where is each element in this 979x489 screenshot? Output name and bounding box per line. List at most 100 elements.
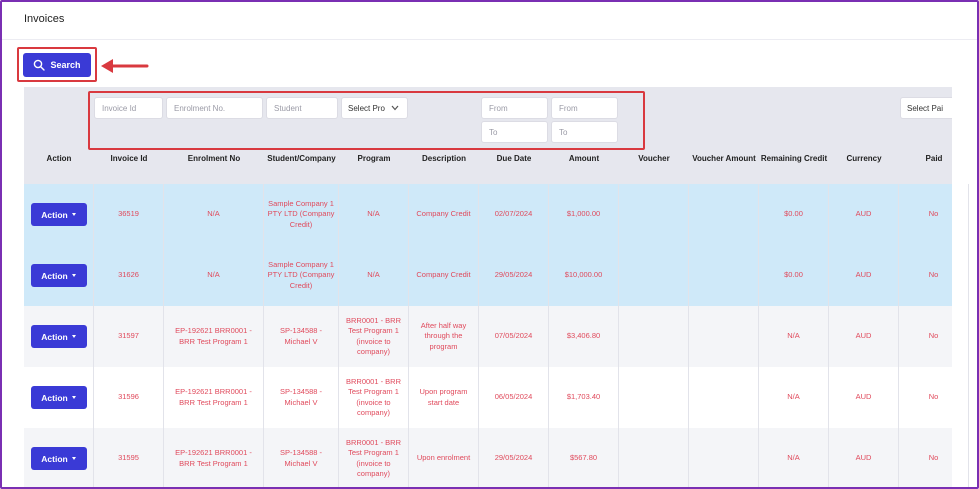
action-dropdown-button[interactable]: Action: [30, 203, 87, 226]
page-title: Invoices: [24, 13, 65, 25]
paid-cell: No: [899, 245, 969, 306]
student-filter[interactable]: Student: [266, 97, 338, 119]
action-dropdown-button[interactable]: Action: [30, 447, 87, 470]
action-cell: Action: [24, 367, 94, 428]
description-cell: Upon enrolment: [409, 428, 479, 489]
student-company-cell: Sample Company 1 PTY LTD (Company Credit…: [264, 245, 339, 306]
remaining-credit-cell: N/A: [759, 428, 829, 489]
column-header-paid: Paid: [925, 154, 943, 163]
invoice-id-cell: 36519: [94, 184, 164, 245]
enrolment-no-cell: N/A: [164, 184, 264, 245]
table-row: Action 31595 EP-192621 BRR0001 - BRR Test …: [24, 428, 969, 489]
due-date-cell: 29/05/2024: [479, 428, 549, 489]
pointer-arrow-icon: [101, 59, 149, 73]
currency-cell: AUD: [829, 428, 899, 489]
program-cell: BRR0001 - BRR Test Program 1 (invoice to…: [339, 367, 409, 428]
action-dropdown-button[interactable]: Action: [30, 386, 87, 409]
invoice-id-cell: 31626: [94, 245, 164, 306]
voucher-amount-cell: [689, 245, 759, 306]
action-cell: Action: [24, 245, 94, 306]
voucher-amount-cell: [689, 306, 759, 367]
invoice-id-cell: 31597: [94, 306, 164, 367]
action-dropdown-button[interactable]: Action: [30, 325, 87, 348]
remaining-credit-cell: $0.00: [759, 184, 829, 245]
invoice-id-cell: 31596: [94, 367, 164, 428]
table-row: Action 31626 N/A Sample Company 1 PTY LTD (…: [24, 245, 969, 306]
chevron-down-icon: [391, 105, 399, 111]
action-button-label: Action: [41, 209, 68, 220]
action-cell: Action: [24, 306, 94, 367]
column-header-remaining-credit: Remaining Credit: [760, 154, 828, 163]
amount-from-filter[interactable]: From: [551, 97, 618, 119]
enrolment-no-cell: EP-192621 BRR0001 - BRR Test Program 1: [164, 428, 264, 489]
search-highlight-box: [17, 47, 97, 82]
action-button-label: Action: [41, 270, 68, 281]
column-header-currency: Currency: [846, 154, 882, 163]
filters-highlight-box: [88, 91, 645, 150]
invoice-id-filter[interactable]: Invoice Id: [94, 97, 163, 119]
student-company-cell: SP-134588 - Michael V: [264, 306, 339, 367]
column-header-due-date: Due Date: [496, 154, 532, 163]
currency-cell: AUD: [829, 367, 899, 428]
table-row: Action 31596 EP-192621 BRR0001 - BRR Test …: [24, 367, 969, 428]
action-button-label: Action: [41, 392, 68, 403]
action-cell: Action: [24, 428, 94, 489]
search-button-label: Search: [50, 60, 81, 70]
paid-cell: No: [899, 367, 969, 428]
program-cell: BRR0001 - BRR Test Program 1 (invoice to…: [339, 306, 409, 367]
program-cell: N/A: [339, 245, 409, 306]
paid-select[interactable]: Select Pai: [900, 97, 952, 119]
action-dropdown-button[interactable]: Action: [30, 264, 87, 287]
due-date-cell: 29/05/2024: [479, 245, 549, 306]
currency-cell: AUD: [829, 184, 899, 245]
student-company-cell: SP-134588 - Michael V: [264, 428, 339, 489]
caret-down-icon: [71, 335, 76, 338]
column-header-action: Action: [46, 154, 72, 163]
caret-down-icon: [71, 396, 76, 399]
student-company-cell: SP-134588 - Michael V: [264, 367, 339, 428]
invoice-id-cell: 31595: [94, 428, 164, 489]
program-cell: N/A: [339, 184, 409, 245]
amount-cell: $10,000.00: [549, 245, 619, 306]
action-cell: Action: [24, 184, 94, 245]
paid-select-label: Select Pai: [907, 103, 944, 113]
paid-cell: No: [899, 184, 969, 245]
action-button-label: Action: [41, 331, 68, 342]
enrolment-no-cell: EP-192621 BRR0001 - BRR Test Program 1: [164, 367, 264, 428]
remaining-credit-cell: N/A: [759, 367, 829, 428]
voucher-amount-cell: [689, 428, 759, 489]
amount-to-filter[interactable]: To: [551, 121, 618, 143]
description-cell: Upon program start date: [409, 367, 479, 428]
voucher-cell: [619, 428, 689, 489]
table-row: Action 36519 N/A Sample Company 1 PTY LTD (…: [24, 184, 969, 245]
amount-cell: $567.80: [549, 428, 619, 489]
action-button-label: Action: [41, 453, 68, 464]
voucher-cell: [619, 245, 689, 306]
column-header-voucher-amount: Voucher Amount: [692, 154, 756, 163]
description-cell: Company Credit: [409, 184, 479, 245]
enrolment-no-filter[interactable]: Enrolment No.: [166, 97, 263, 119]
currency-cell: AUD: [829, 306, 899, 367]
description-cell: Company Credit: [409, 245, 479, 306]
caret-down-icon: [71, 213, 76, 216]
due-date-from-filter[interactable]: From: [481, 97, 548, 119]
amount-cell: $3,406.80: [549, 306, 619, 367]
due-date-to-filter[interactable]: To: [481, 121, 548, 143]
paid-cell: No: [899, 306, 969, 367]
enrolment-no-cell: EP-192621 BRR0001 - BRR Test Program 1: [164, 306, 264, 367]
column-header-invoice-id: Invoice Id: [110, 154, 148, 163]
student-company-cell: Sample Company 1 PTY LTD (Company Credit…: [264, 184, 339, 245]
search-button[interactable]: Search: [23, 53, 91, 77]
remaining-credit-cell: $0.00: [759, 245, 829, 306]
due-date-cell: 07/05/2024: [479, 306, 549, 367]
paid-cell: No: [899, 428, 969, 489]
program-select-label: Select Pro: [348, 103, 385, 113]
voucher-cell: [619, 306, 689, 367]
table-row: Action 31597 EP-192621 BRR0001 - BRR Test …: [24, 306, 969, 367]
program-select[interactable]: Select Pro: [341, 97, 408, 119]
voucher-amount-cell: [689, 184, 759, 245]
search-icon: [34, 59, 46, 71]
column-header-amount: Amount: [568, 154, 600, 163]
remaining-credit-cell: N/A: [759, 306, 829, 367]
voucher-amount-cell: [689, 367, 759, 428]
